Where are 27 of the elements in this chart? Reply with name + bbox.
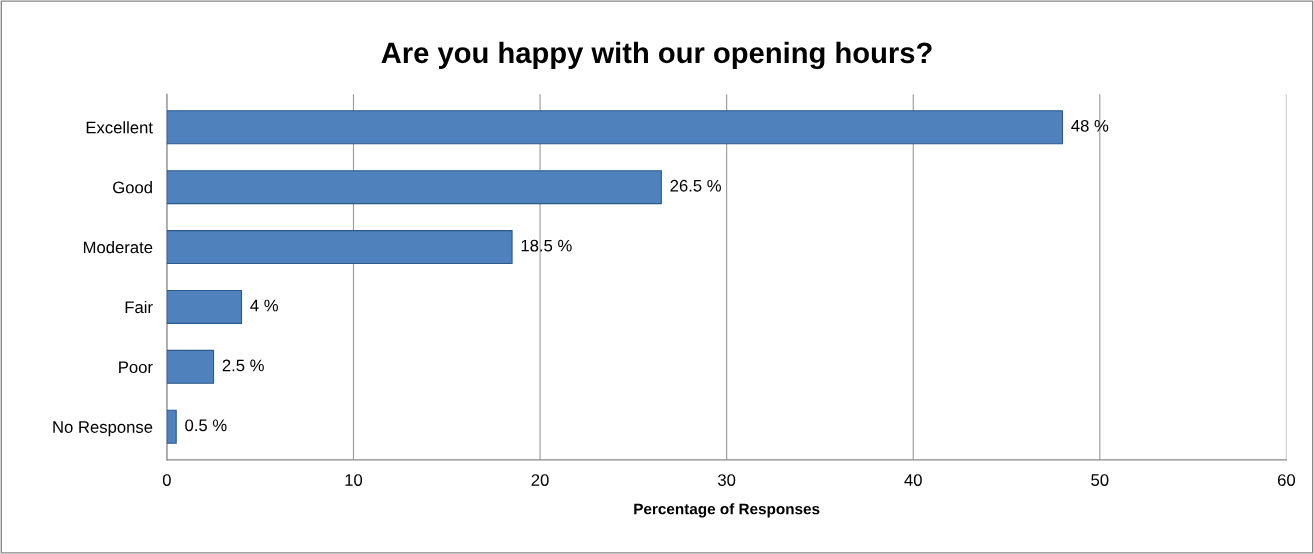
bar: [166, 110, 1064, 145]
bar: [166, 230, 513, 265]
y-tick-label: Good: [113, 181, 152, 194]
y-tick-label: Fair: [125, 300, 153, 314]
y-tick-label: Poor: [119, 361, 153, 374]
x-tick-label: 60: [1277, 474, 1296, 486]
x-tick-label: 40: [904, 474, 922, 486]
x-axis-title: Percentage of Responses: [634, 503, 820, 518]
y-tick-label: Moderate: [83, 241, 153, 254]
y-tick-label: No Response: [53, 421, 153, 437]
bar: [166, 289, 243, 324]
data-label: 48 %: [1071, 119, 1109, 132]
data-label: 18.5 %: [521, 239, 572, 252]
y-tick-label: Excellent: [86, 121, 153, 134]
chart-title: Are you happy with our opening hours?: [381, 41, 932, 70]
data-label: 0.5 %: [185, 419, 227, 432]
x-tick-label: 30: [718, 474, 736, 486]
bar: [166, 349, 215, 384]
x-tick-label: 20: [531, 474, 549, 486]
x-tick-label: 0: [162, 474, 171, 486]
x-tick-label: 10: [345, 474, 363, 486]
data-label: 26.5 %: [670, 179, 721, 192]
data-label: 4 %: [250, 299, 278, 312]
bar: [166, 409, 177, 444]
data-label: 2.5 %: [222, 359, 264, 372]
bar: [166, 170, 662, 205]
x-tick-label: 50: [1091, 474, 1109, 486]
